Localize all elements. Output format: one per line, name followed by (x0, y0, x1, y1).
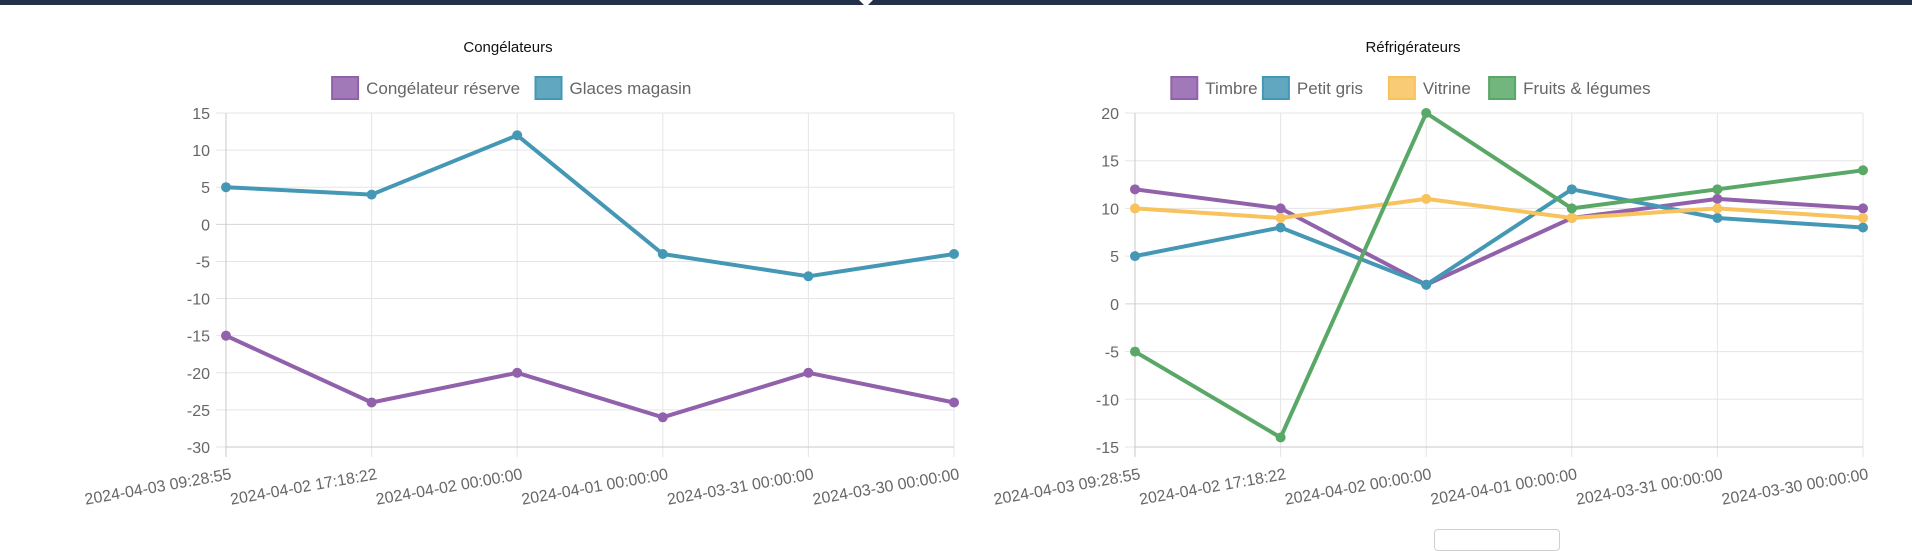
legend-label-1: Congélateur réserve (366, 79, 520, 98)
legend-label-2: Petit gris (1297, 79, 1363, 98)
legend-swatch-2 (1261, 76, 1290, 100)
data-point-3 (1130, 203, 1140, 214)
data-point-2 (1566, 184, 1577, 195)
y-tick-label: 0 (201, 217, 210, 234)
legend-label-1: Timbre (1205, 79, 1257, 98)
x-tick-label: 2024-04-02 17:18:22 (1138, 466, 1287, 509)
data-point-2 (1421, 279, 1432, 290)
x-tick-label: 2024-04-03 09:28:55 (992, 466, 1141, 509)
x-tick-label: 2024-04-03 09:28:55 (83, 466, 232, 509)
y-tick-label: 20 (1101, 106, 1119, 123)
legend-label-3: Vitrine (1423, 79, 1471, 98)
data-point-4 (1566, 203, 1577, 214)
data-point-1 (1858, 203, 1868, 214)
legend-swatch-3 (1387, 76, 1416, 100)
legend-label-4: Fruits & légumes (1523, 79, 1651, 98)
data-point-3 (1566, 212, 1577, 223)
data-point-4 (1858, 165, 1868, 176)
y-tick-label: -20 (187, 366, 210, 383)
y-tick-label: -5 (196, 254, 210, 271)
series-line-2 (1133, 187, 1865, 287)
data-point-3 (1421, 193, 1432, 204)
x-tick-label: 2024-04-01 00:00:00 (520, 466, 669, 509)
y-tick-label: 10 (1101, 201, 1119, 218)
data-point-2 (657, 249, 668, 260)
legend-swatch-4 (1488, 76, 1517, 100)
y-tick-label: 0 (1110, 297, 1119, 314)
data-point-3 (1858, 212, 1868, 223)
y-tick-label: 5 (1110, 249, 1119, 266)
data-point-1 (366, 397, 377, 408)
data-point-2 (1712, 212, 1723, 223)
x-tick-label: 2024-04-02 00:00:00 (375, 466, 524, 509)
chart-title: Congélateurs (463, 39, 552, 56)
data-point-4 (1275, 432, 1286, 443)
y-tick-label: -10 (1096, 392, 1119, 409)
data-point-3 (1712, 203, 1723, 214)
data-point-1 (803, 367, 814, 378)
x-tick-label: 2024-03-30 00:00:00 (1720, 466, 1869, 509)
data-point-1 (512, 367, 523, 378)
data-point-2 (803, 271, 814, 282)
data-point-4 (1421, 108, 1432, 118)
data-point-2 (512, 130, 523, 141)
series-line-3 (1133, 196, 1865, 220)
data-point-1 (221, 330, 231, 341)
data-point-3 (1275, 212, 1286, 223)
x-tick-label: 2024-04-02 00:00:00 (1284, 466, 1433, 509)
y-tick-label: -25 (187, 403, 210, 420)
data-point-4 (1130, 346, 1140, 357)
legend-swatch-2 (534, 76, 563, 100)
x-tick-label: 2024-03-30 00:00:00 (811, 466, 960, 509)
y-tick-label: -10 (187, 292, 210, 309)
y-tick-label: 10 (192, 143, 210, 160)
y-tick-label: -15 (187, 329, 210, 346)
y-tick-label: 15 (192, 106, 210, 123)
data-point-1 (1712, 193, 1723, 204)
data-point-1 (1130, 184, 1140, 195)
series-line-4 (1133, 111, 1865, 440)
data-point-1 (657, 412, 668, 423)
legend-label-2: Glaces magasin (570, 79, 692, 98)
y-tick-label: 15 (1101, 154, 1119, 171)
y-tick-label: -5 (1105, 345, 1119, 362)
data-point-4 (1712, 184, 1723, 195)
top-navigation-bar (0, 0, 1912, 5)
x-tick-label: 2024-03-31 00:00:00 (1575, 466, 1724, 509)
chart-title: Réfrigérateurs (1365, 39, 1460, 56)
x-tick-label: 2024-04-01 00:00:00 (1429, 466, 1578, 509)
y-tick-label: 5 (201, 180, 210, 197)
x-tick-label: 2024-03-31 00:00:00 (666, 466, 815, 509)
data-point-2 (1130, 251, 1140, 262)
data-point-2 (366, 189, 377, 200)
data-point-2 (949, 249, 959, 260)
data-point-2 (1858, 222, 1868, 233)
data-point-2 (221, 182, 231, 193)
x-tick-label: 2024-04-02 17:18:22 (229, 466, 378, 509)
top-bar-notch (858, 0, 874, 7)
legend-swatch-1 (331, 76, 360, 100)
bottom-button-1[interactable] (1434, 529, 1560, 551)
data-point-1 (949, 397, 959, 408)
data-point-1 (1275, 203, 1286, 214)
y-tick-label: -30 (187, 440, 210, 457)
data-point-2 (1275, 222, 1286, 233)
legend-swatch-1 (1170, 76, 1199, 100)
series-line-1 (224, 333, 956, 420)
series-line-2 (224, 133, 956, 279)
y-tick-label: -15 (1096, 440, 1119, 457)
series-line-1 (1133, 187, 1865, 287)
